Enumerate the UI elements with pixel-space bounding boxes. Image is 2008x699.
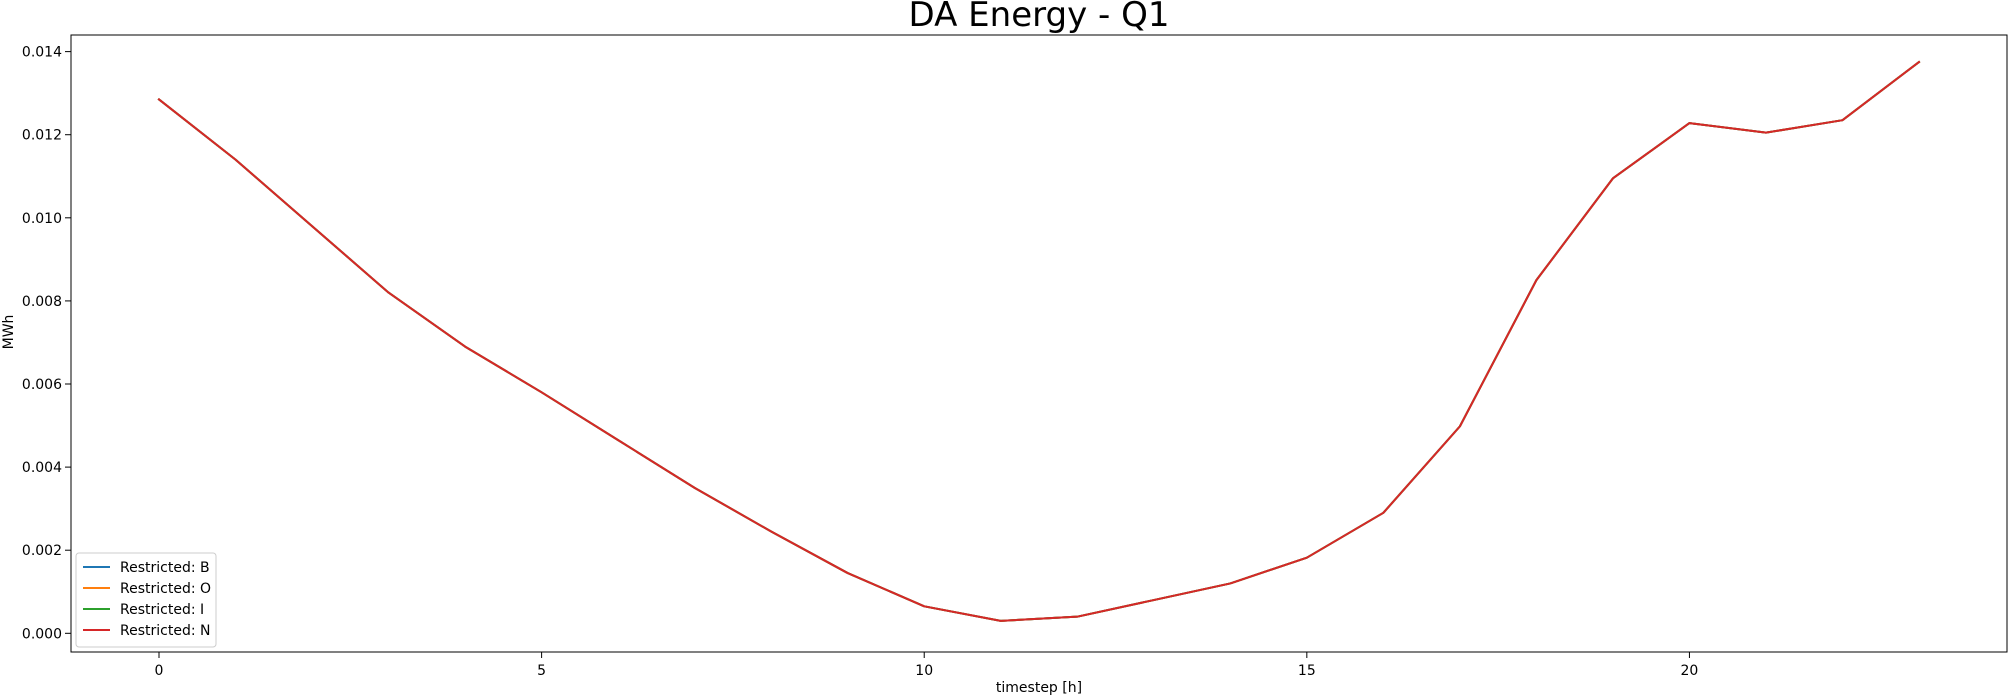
chart-title: DA Energy - Q1 xyxy=(909,0,1170,35)
y-tick-label: 0.008 xyxy=(22,294,62,310)
y-tick-label: 0.010 xyxy=(22,211,62,227)
x-tick-label: 20 xyxy=(1681,663,1699,679)
legend-box xyxy=(75,552,217,648)
y-axis-label: MWh xyxy=(1,315,17,350)
x-tick-label: 15 xyxy=(1298,663,1316,679)
plot-frame xyxy=(70,34,2008,653)
legend-label: Restricted: N xyxy=(120,623,210,639)
series-line-3 xyxy=(157,60,1921,622)
series-line-2 xyxy=(157,60,1921,622)
x-tick-label: 5 xyxy=(537,663,546,679)
legend-label: Restricted: I xyxy=(120,602,204,618)
legend-label: Restricted: B xyxy=(120,560,210,576)
x-tick-label: 0 xyxy=(155,663,164,679)
series-line-4 xyxy=(157,60,1921,622)
y-tick-label: 0.004 xyxy=(22,460,62,476)
y-tick-label: 0.006 xyxy=(22,377,62,393)
plot-lines xyxy=(157,60,1921,622)
legend-label: Restricted: O xyxy=(120,581,211,597)
y-tick-label: 0.014 xyxy=(22,45,62,61)
y-tick-label: 0.002 xyxy=(22,543,62,559)
legend: Restricted: B Restricted: O Restricted: I R… xyxy=(75,552,217,648)
x-axis-label: timestep [h] xyxy=(996,680,1082,695)
y-tick-label: 0.000 xyxy=(22,626,62,642)
axes: 0 5 10 15 20 0.000 0.002 0.004 0.006 0.008 0.010 0.… xyxy=(22,34,2008,679)
x-tick-label: 10 xyxy=(915,663,933,679)
y-tick-label: 0.012 xyxy=(22,128,62,144)
series-line-1 xyxy=(157,60,1921,622)
